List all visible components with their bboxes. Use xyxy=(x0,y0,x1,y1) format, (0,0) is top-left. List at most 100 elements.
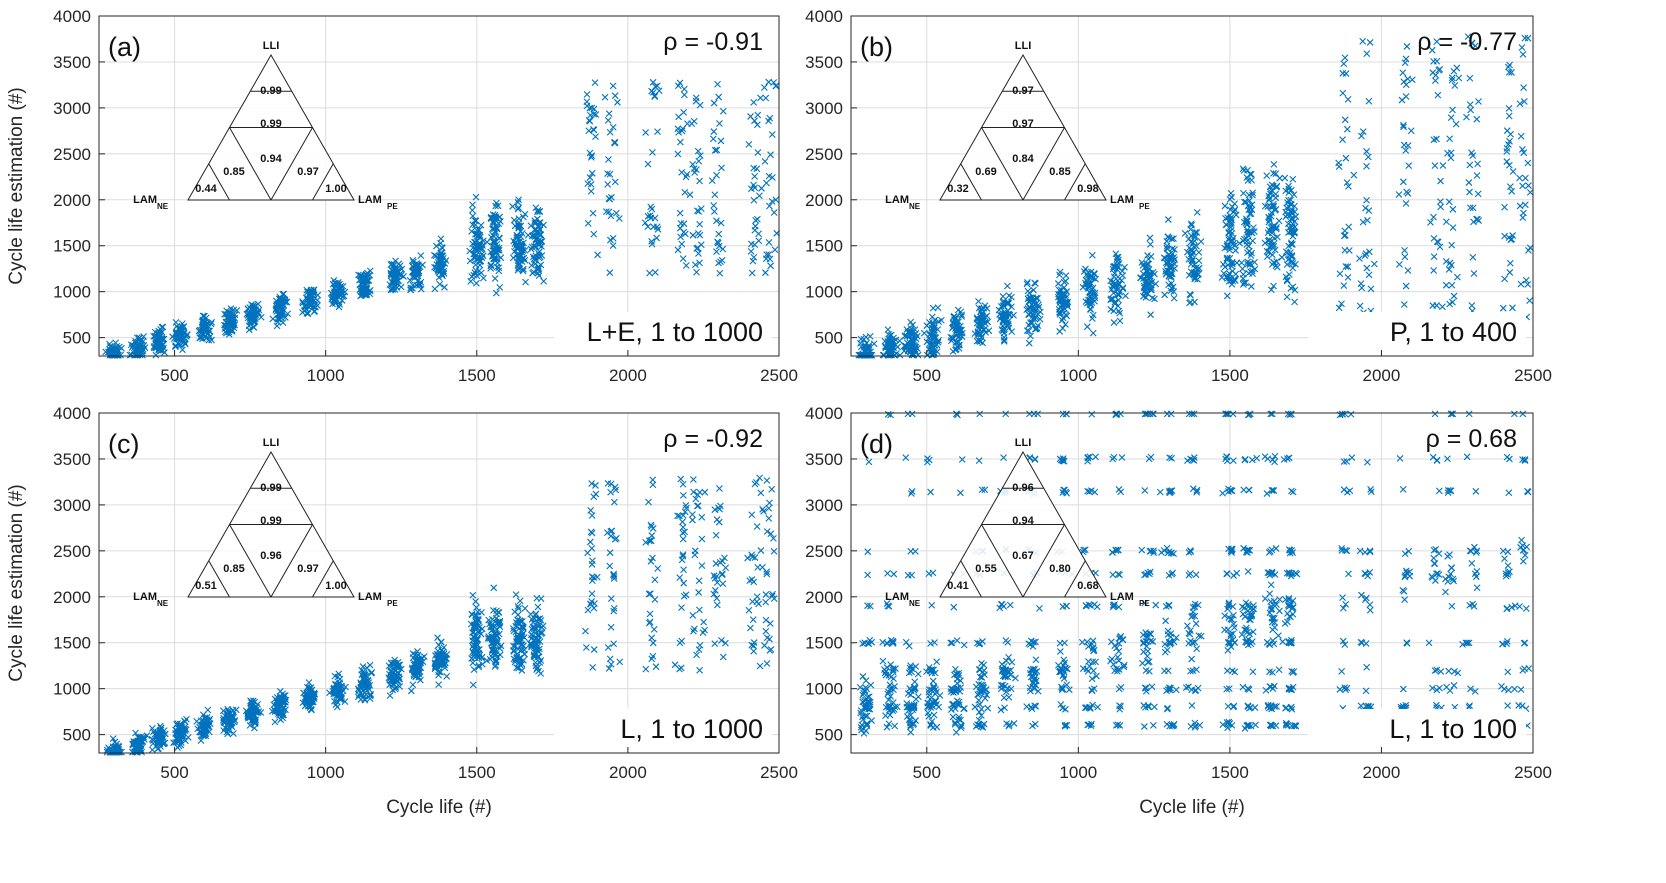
panel-letter: (c) xyxy=(108,429,139,459)
scatter-point xyxy=(694,147,702,155)
scatter-point xyxy=(681,188,689,196)
scatter-point xyxy=(487,262,495,270)
scatter-point xyxy=(1008,328,1016,336)
scatter-point xyxy=(537,237,545,245)
scatter-point xyxy=(679,523,687,531)
scatter-point xyxy=(719,557,726,565)
scatter-point xyxy=(590,646,598,653)
scatter-point xyxy=(437,638,445,646)
scatter-point xyxy=(909,335,917,343)
scatter-point xyxy=(607,623,615,631)
scatter-point xyxy=(1008,293,1015,301)
scatter-point xyxy=(161,349,168,356)
scatter-point xyxy=(244,305,252,313)
scatter-point xyxy=(689,516,696,524)
scatter-point xyxy=(223,324,230,332)
scatter-point xyxy=(159,323,167,331)
scatter-point xyxy=(653,234,661,242)
scatter-point xyxy=(1244,568,1252,575)
ternary-value: 0.44 xyxy=(195,183,217,195)
scatter-point xyxy=(715,242,723,250)
scatter-point xyxy=(250,318,258,326)
scatter-point xyxy=(1114,302,1122,310)
scatter-point xyxy=(908,335,915,343)
scatter-point xyxy=(594,251,601,259)
scatter-point xyxy=(329,280,337,288)
scatter-point xyxy=(754,149,762,156)
scatter-point xyxy=(1147,311,1155,319)
scatter-point xyxy=(937,316,945,324)
scatter-point xyxy=(532,204,540,212)
scatter-point xyxy=(281,314,289,321)
scatter-point xyxy=(1336,270,1344,278)
scatter-point xyxy=(283,298,290,306)
scatter-point xyxy=(902,454,910,462)
scatter-point xyxy=(887,661,895,669)
scatter-point xyxy=(592,111,600,118)
scatter-point xyxy=(958,311,966,319)
scatter-point xyxy=(199,316,207,324)
scatter-point xyxy=(1163,646,1171,654)
scatter-point xyxy=(468,206,476,214)
scatter-point xyxy=(913,345,921,352)
scatter-point xyxy=(435,681,443,689)
scatter-point xyxy=(1151,703,1158,711)
scatter-point xyxy=(881,666,888,673)
scatter-point xyxy=(1442,281,1450,289)
scatter-point xyxy=(535,252,543,259)
scatter-point xyxy=(1079,283,1087,291)
scatter-point xyxy=(953,326,961,334)
scatter-point xyxy=(716,120,723,127)
scatter-point xyxy=(1466,161,1474,169)
scatter-point xyxy=(955,333,963,340)
scatter-point xyxy=(1475,98,1482,105)
scatter-point xyxy=(745,606,753,614)
scatter-point xyxy=(696,220,704,228)
corner-label: L+E, 1 to 1000 xyxy=(587,317,763,347)
scatter-point xyxy=(301,303,309,311)
scatter-point xyxy=(1404,267,1412,274)
scatter-point xyxy=(616,658,624,666)
scatter-point xyxy=(926,330,934,338)
scatter-point xyxy=(515,224,523,232)
scatter-point xyxy=(1230,572,1237,579)
scatter-point xyxy=(584,220,592,227)
scatter-point xyxy=(1340,282,1348,289)
scatter-point xyxy=(1060,278,1068,286)
scatter-point xyxy=(888,339,895,347)
scatter-point xyxy=(513,232,521,239)
scatter-point xyxy=(154,745,161,753)
scatter-point xyxy=(949,713,957,721)
scatter-point xyxy=(1341,54,1349,62)
scatter-point xyxy=(341,288,349,296)
scatter-point xyxy=(691,261,699,269)
corner-label: L, 1 to 1000 xyxy=(620,714,763,744)
scatter-point xyxy=(612,209,620,217)
scatter-point xyxy=(117,351,125,359)
scatter-point xyxy=(1006,601,1014,609)
scatter-point xyxy=(716,269,724,277)
scatter-point xyxy=(583,98,591,106)
scatter-point xyxy=(493,199,500,207)
scatter-point xyxy=(606,562,614,570)
scatter-point xyxy=(928,346,936,354)
scatter-point xyxy=(927,488,934,496)
scatter-point xyxy=(855,351,863,359)
x-tick-label: 1500 xyxy=(458,763,496,782)
scatter-point xyxy=(472,230,479,238)
scatter-point xyxy=(1524,159,1532,167)
scatter-point xyxy=(1062,321,1069,328)
scatter-point xyxy=(648,205,656,213)
scatter-point xyxy=(361,696,369,704)
scatter-point xyxy=(207,320,215,328)
scatter-point xyxy=(718,570,726,578)
scatter-point xyxy=(754,111,762,119)
scatter-point xyxy=(1430,253,1438,261)
scatter-point xyxy=(698,535,706,543)
ternary-value: 0.69 xyxy=(975,166,996,178)
scatter-point xyxy=(518,667,526,674)
scatter-point xyxy=(980,317,987,325)
scatter-point xyxy=(859,673,867,680)
scatter-point xyxy=(1345,223,1353,231)
y-tick-label: 4000 xyxy=(53,7,91,26)
